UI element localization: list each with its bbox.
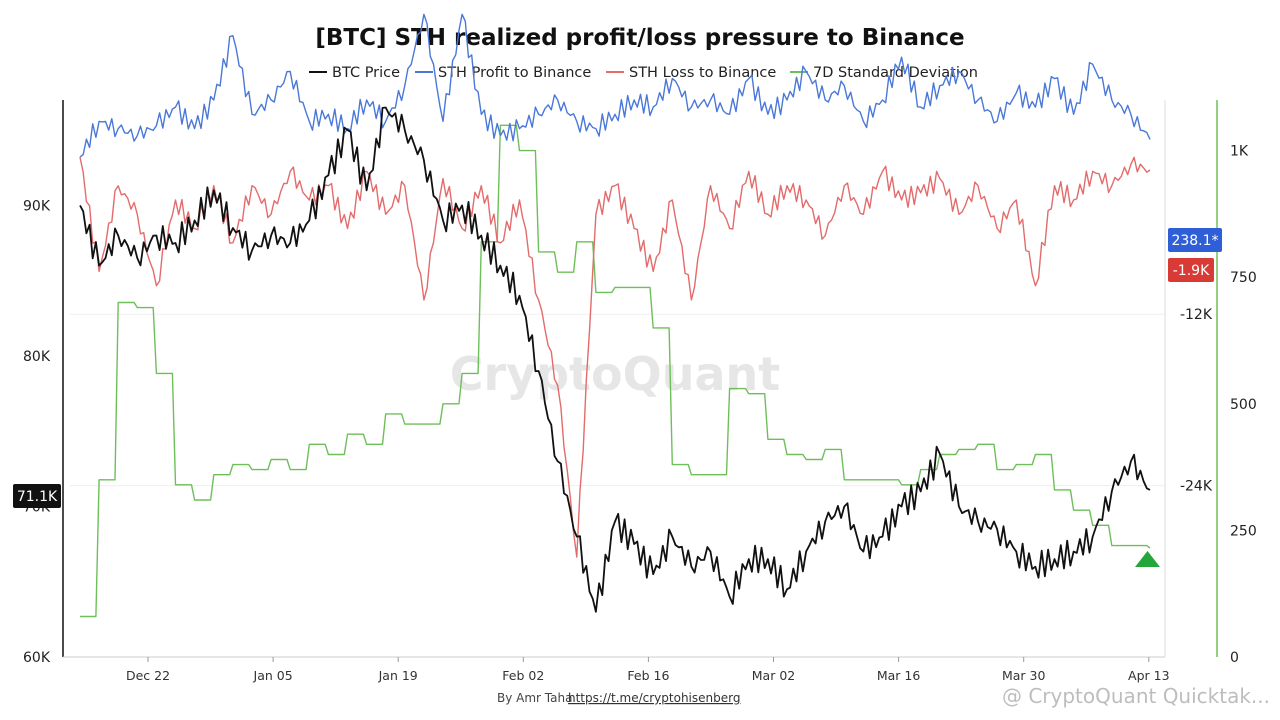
- price-badge-label: 71.1K: [17, 489, 58, 505]
- outer-right-tick-0: 0: [1230, 650, 1239, 666]
- legend-item-sth-loss[interactable]: STH Loss to Binance: [606, 65, 776, 81]
- x-tick-5: Mar 02: [752, 668, 795, 683]
- legend-item-sth-profit[interactable]: STH Profit to Binance: [415, 65, 591, 81]
- price-badge-bg: [13, 484, 61, 508]
- legend: BTC Price STH Profit to Binance STH Loss…: [309, 65, 978, 81]
- loss-badge-label: -1.9K: [1173, 263, 1210, 279]
- legend-label-profit: STH Profit to Binance: [438, 65, 591, 81]
- profit-badge-label: 238.1*: [1171, 233, 1218, 249]
- outer-right-tick-1: 250: [1230, 523, 1257, 539]
- outer-right-axis-ticks: 0 250 500 750 1K: [1230, 144, 1257, 666]
- legend-label-stdev: 7D Standard Deviation: [813, 65, 978, 81]
- inner-right-tick-0: -12K: [1180, 307, 1213, 323]
- x-tick-4: Feb 16: [627, 668, 669, 683]
- profit-badge-bg: [1168, 228, 1222, 252]
- left-axis-ticks: 60K70K80K90K: [23, 198, 51, 666]
- outer-right-tick-3: 750: [1230, 270, 1257, 286]
- series-layer: [79, 13, 1151, 618]
- legend-item-btc-price[interactable]: BTC Price: [309, 65, 400, 81]
- legend-label-loss: STH Loss to Binance: [629, 65, 776, 81]
- x-tick-8: Apr 13: [1128, 668, 1170, 683]
- outer-right-tick-4: 1K: [1230, 144, 1249, 160]
- series-line-btc: [79, 106, 1151, 613]
- watermark-logo: CryptoQuant: [450, 347, 781, 401]
- x-tick-2: Jan 19: [378, 668, 418, 683]
- author-credit: By Amr Taha: [497, 691, 572, 705]
- legend-item-stdev[interactable]: 7D Standard Deviation: [790, 65, 978, 81]
- inner-right-tick-1: -24K: [1180, 479, 1213, 495]
- price-badge: 71.1K: [13, 484, 61, 508]
- gridlines: [70, 313, 1165, 487]
- series-line-loss: [79, 156, 1151, 558]
- inner-right-axis-ticks: -12K -24K: [1180, 307, 1213, 494]
- author-link[interactable]: https://t.me/cryptohisenberg: [568, 691, 740, 705]
- x-tick-1: Jan 05: [253, 668, 293, 683]
- left-tick-2: 80K: [23, 349, 51, 365]
- x-tick-7: Mar 30: [1002, 668, 1046, 683]
- watermark-quicktake: @ CryptoQuant Quicktak...: [1002, 684, 1270, 708]
- x-tick-3: Feb 02: [502, 668, 544, 683]
- left-tick-0: 60K: [23, 650, 51, 666]
- loss-badge: -1.9K: [1168, 258, 1214, 282]
- left-tick-3: 90K: [23, 198, 51, 214]
- signal-up-triangle-icon: [1135, 551, 1160, 567]
- loss-badge-bg: [1168, 258, 1214, 282]
- outer-right-tick-2: 500: [1230, 397, 1257, 413]
- chart-title: [BTC] STH realized profit/loss pressure …: [315, 25, 964, 51]
- series-line-stdev: [80, 124, 1151, 618]
- legend-label-btc: BTC Price: [332, 65, 400, 81]
- x-axis-ticks: Dec 22 Jan 05 Jan 19 Feb 02 Feb 16 Mar 02 Mar …: [126, 657, 1170, 683]
- series-line-profit: [79, 13, 1151, 158]
- x-tick-0: Dec 22: [126, 668, 170, 683]
- x-tick-6: Mar 16: [877, 668, 921, 683]
- profit-badge: 238.1*: [1168, 228, 1222, 252]
